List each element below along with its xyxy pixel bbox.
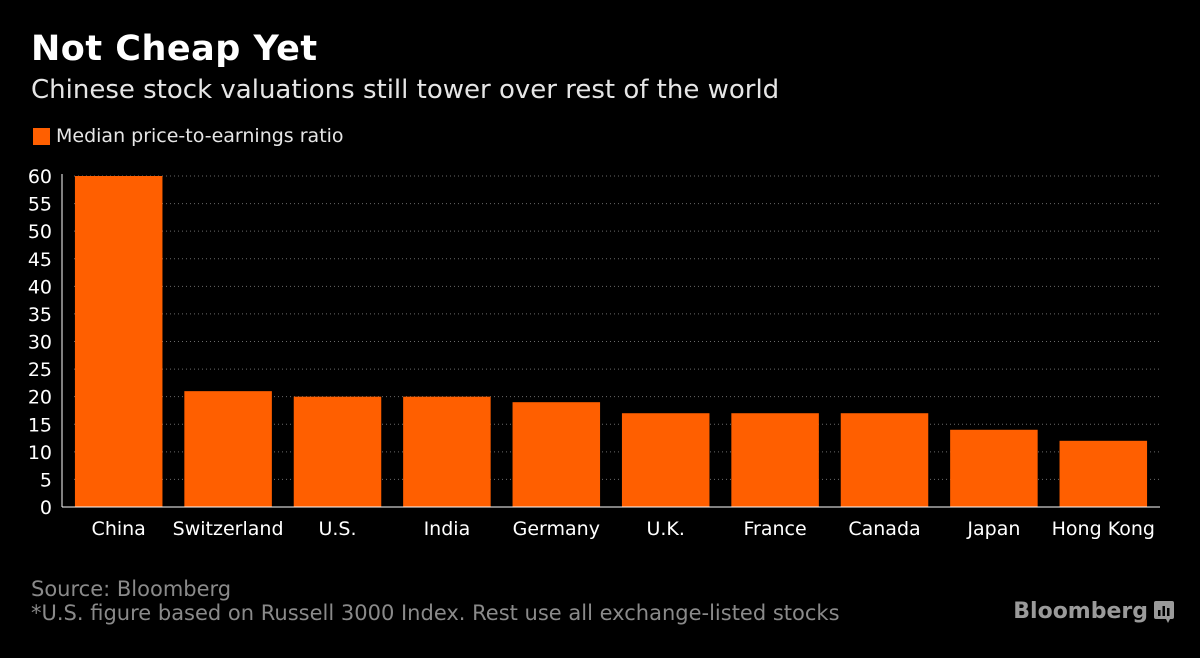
y-tick-label: 0 — [40, 497, 52, 519]
y-tick-label: 50 — [28, 221, 52, 243]
bar-canada — [840, 413, 929, 507]
x-tick-label: France — [744, 518, 807, 540]
y-tick-label: 20 — [28, 387, 52, 409]
bar-china — [74, 176, 163, 507]
y-tick-label: 10 — [28, 442, 52, 464]
y-tick-label: 40 — [28, 276, 52, 298]
y-tick-label: 15 — [28, 414, 52, 436]
x-tick-label: India — [424, 518, 471, 540]
bloomberg-brand: Bloomberg — [1013, 599, 1174, 624]
x-tick-label: Switzerland — [173, 518, 284, 540]
x-tick-label: U.S. — [318, 518, 356, 540]
y-tick-label: 30 — [28, 332, 52, 354]
y-tick-label: 60 — [28, 166, 52, 188]
chart-title: Not Cheap Yet — [31, 29, 318, 69]
chart-legend: Median price-to-earnings ratio — [33, 125, 344, 147]
footnote: *U.S. figure based on Russell 3000 Index… — [31, 601, 840, 625]
y-tick-label: 45 — [28, 249, 52, 271]
y-tick-label: 35 — [28, 304, 52, 326]
legend-label: Median price-to-earnings ratio — [56, 125, 344, 147]
bar-u-s — [293, 396, 382, 507]
legend-swatch — [33, 127, 50, 145]
bar-switzerland — [184, 391, 272, 507]
source-note: Source: Bloomberg — [31, 577, 232, 601]
bar-france — [731, 413, 819, 507]
bar-u-k — [621, 413, 710, 507]
brand-name: Bloomberg — [1013, 599, 1148, 624]
x-tick-label: Japan — [966, 518, 1020, 540]
bloomberg-logo-icon — [1154, 600, 1174, 623]
chart-subtitle: Chinese stock valuations still tower ove… — [31, 75, 780, 105]
x-tick-label: Germany — [513, 518, 600, 540]
bar-germany — [512, 402, 601, 507]
x-tick-label: China — [92, 518, 146, 540]
y-tick-label: 55 — [28, 194, 52, 216]
bar-india — [403, 396, 491, 507]
bar-japan — [950, 429, 1038, 507]
bar-hong-kong — [1059, 440, 1148, 507]
y-tick-label: 5 — [40, 469, 52, 491]
x-tick-label: Canada — [848, 518, 920, 540]
x-tick-label: Hong Kong — [1052, 518, 1155, 540]
x-tick-label: U.K. — [646, 518, 684, 540]
y-tick-label: 25 — [28, 359, 52, 381]
